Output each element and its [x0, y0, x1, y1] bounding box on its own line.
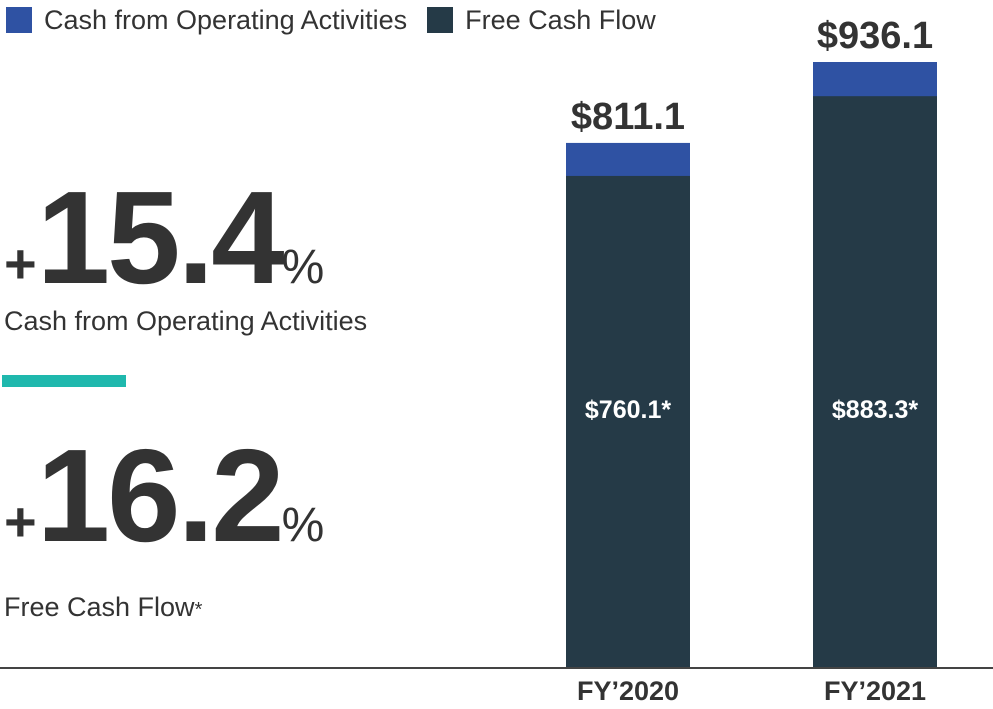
stat-cfo-number: + 15.4 % [4, 172, 367, 304]
bar-fcf-1 [813, 96, 937, 668]
stat-fcf-footnote-mark: * [194, 599, 203, 621]
stat-fcf: + 16.2 % Free Cash Flow* [4, 430, 324, 623]
legend-swatch-fcf [427, 7, 454, 33]
legend-item-cfo: Cash from Operating Activities [6, 5, 407, 36]
legend: Cash from Operating Activities Free Cash… [6, 4, 676, 36]
divider-line [2, 375, 126, 387]
total-label-0: $811.1 [571, 96, 685, 138]
stat-cfo-plus: + [4, 232, 37, 295]
bar-fcf-0 [566, 175, 690, 669]
legend-item-fcf: Free Cash Flow [427, 5, 656, 36]
stat-fcf-number: + 16.2 % [4, 430, 324, 562]
fcf-label-1: $883.3* [832, 396, 918, 424]
category-label-0: FY’2020 [577, 676, 679, 706]
stat-cfo-value: 15.4 [36, 164, 285, 311]
category-label-1: FY’2021 [824, 676, 926, 706]
stat-fcf-label-text: Free Cash Flow [4, 592, 195, 622]
legend-swatch-cfo [6, 7, 32, 33]
stat-cfo-percent: % [281, 241, 325, 294]
legend-label-cfo: Cash from Operating Activities [44, 4, 408, 35]
stat-fcf-value: 16.2 [36, 422, 285, 569]
legend-label-fcf: Free Cash Flow [465, 4, 656, 35]
fcf-label-0: $760.1* [585, 396, 671, 424]
stat-fcf-label: Free Cash Flow* [4, 592, 324, 623]
stat-fcf-percent: % [281, 499, 325, 552]
stat-cfo: + 15.4 % Cash from Operating Activities [4, 172, 367, 337]
stat-cfo-label: Cash from Operating Activities [4, 306, 368, 336]
total-label-1: $936.1 [817, 15, 933, 57]
stat-fcf-plus: + [4, 490, 37, 553]
